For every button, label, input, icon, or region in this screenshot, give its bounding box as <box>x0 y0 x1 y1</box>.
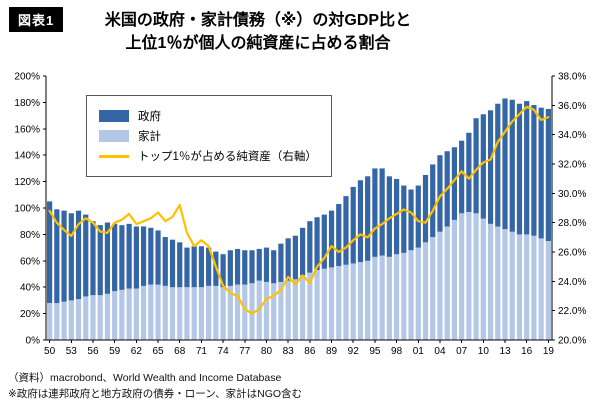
chart-footer: （資料）macrobond、World Wealth and Income Da… <box>8 370 302 403</box>
source-note: （資料）macrobond、World Wealth and Income Da… <box>8 372 282 384</box>
svg-text:07: 07 <box>456 346 468 357</box>
svg-text:16: 16 <box>521 346 533 357</box>
legend-label-gov: 政府 <box>138 111 161 123</box>
svg-text:20%: 20% <box>20 309 40 320</box>
svg-text:38.0%: 38.0% <box>558 72 586 83</box>
svg-text:34.0%: 34.0% <box>558 130 586 141</box>
svg-text:04: 04 <box>434 346 446 357</box>
svg-text:20.0%: 20.0% <box>558 336 586 347</box>
svg-text:98: 98 <box>391 346 403 357</box>
svg-text:200%: 200% <box>14 72 40 83</box>
svg-text:180%: 180% <box>14 98 40 109</box>
svg-text:13: 13 <box>499 346 511 357</box>
svg-text:24.0%: 24.0% <box>558 277 586 288</box>
svg-text:0%: 0% <box>26 336 41 347</box>
svg-text:30.0%: 30.0% <box>558 189 586 200</box>
chart-title: 米国の政府・家計債務（※）の対GDP比と 上位1％が個人の純資産に占める割合 <box>58 9 458 55</box>
svg-text:140%: 140% <box>14 151 40 162</box>
svg-text:22.0%: 22.0% <box>558 306 586 317</box>
svg-text:56: 56 <box>87 346 99 357</box>
gov-color-swatch <box>99 110 129 122</box>
svg-text:28.0%: 28.0% <box>558 218 586 229</box>
household-color-swatch <box>99 130 129 142</box>
svg-text:65: 65 <box>152 346 164 357</box>
svg-text:89: 89 <box>326 346 338 357</box>
legend-item-gov: 政府 <box>99 108 317 124</box>
svg-text:83: 83 <box>283 346 295 357</box>
svg-text:77: 77 <box>239 346 251 357</box>
svg-text:74: 74 <box>218 346 230 357</box>
svg-text:80: 80 <box>261 346 273 357</box>
svg-text:160%: 160% <box>14 124 40 135</box>
chart-area: 0% 20% 40% 60% 80% 100% 120% 140% 160% 180% 200% 20… <box>0 64 600 366</box>
svg-text:59: 59 <box>109 346 121 357</box>
chart-legend: 政府 家計 トップ1％が占める純資産（右軸） <box>86 95 332 177</box>
svg-text:62: 62 <box>131 346 143 357</box>
svg-text:01: 01 <box>413 346 425 357</box>
svg-text:92: 92 <box>348 346 360 357</box>
svg-text:120%: 120% <box>14 177 40 188</box>
svg-text:86: 86 <box>304 346 316 357</box>
svg-text:53: 53 <box>66 346 78 357</box>
debt-wealth-chart: 0% 20% 40% 60% 80% 100% 120% 140% 160% 180% 200% 20… <box>14 72 586 358</box>
legend-label-top1: トップ1％が占める純資産（右軸） <box>138 151 317 163</box>
svg-text:32.0%: 32.0% <box>558 160 586 171</box>
legend-item-household: 家計 <box>99 128 317 144</box>
figure-label: 図表1 <box>9 7 64 32</box>
svg-text:68: 68 <box>174 346 186 357</box>
svg-text:50: 50 <box>44 346 56 357</box>
chart-title-line1: 米国の政府・家計債務（※）の対GDP比と <box>104 12 412 29</box>
svg-text:19: 19 <box>543 346 555 357</box>
top1-line-swatch <box>99 154 129 158</box>
definition-note: ※政府は連邦政府と地方政府の債券・ローン、家計はNGO含む <box>8 388 303 401</box>
legend-item-top1: トップ1％が占める純資産（右軸） <box>99 148 317 164</box>
svg-text:71: 71 <box>196 346 208 357</box>
svg-text:95: 95 <box>369 346 381 357</box>
svg-text:40%: 40% <box>20 283 40 294</box>
chart-title-line2: 上位1％が個人の純資産に占める割合 <box>125 35 391 53</box>
svg-text:100%: 100% <box>14 204 40 215</box>
svg-text:36.0%: 36.0% <box>558 101 586 112</box>
svg-text:10: 10 <box>478 346 490 357</box>
legend-label-household: 家計 <box>138 131 161 143</box>
svg-text:80%: 80% <box>20 230 40 241</box>
svg-text:26.0%: 26.0% <box>558 248 586 259</box>
svg-text:60%: 60% <box>20 256 40 267</box>
